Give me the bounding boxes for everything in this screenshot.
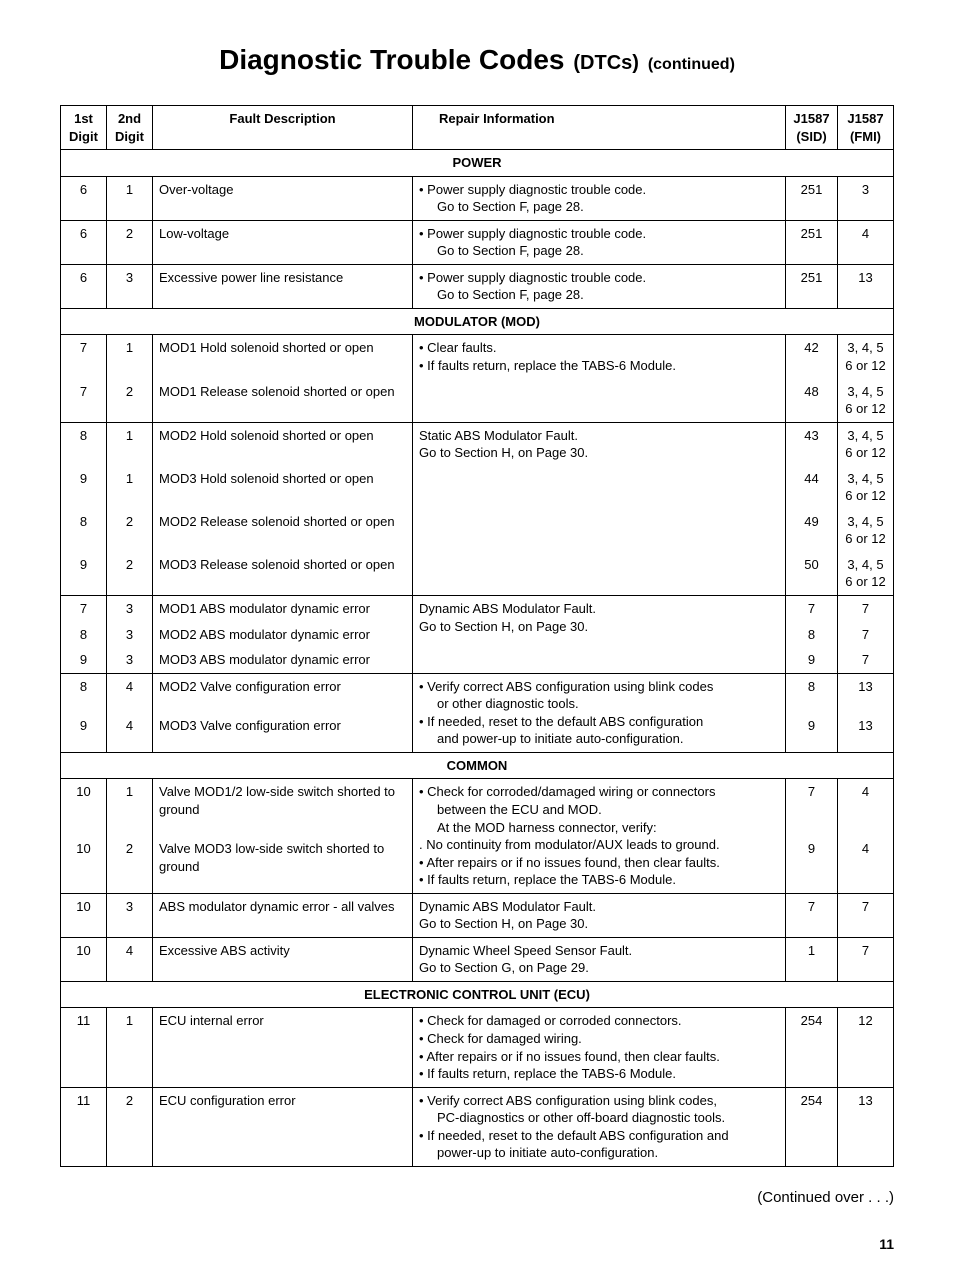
table-row: 8 4 MOD2 Valve configuration error • Ver… bbox=[61, 673, 894, 713]
col-1st-digit: 1st Digit bbox=[61, 106, 107, 150]
table-row: 10 4 Excessive ABS activity Dynamic Whee… bbox=[61, 937, 894, 981]
table-row: 10 3 ABS modulator dynamic error - all v… bbox=[61, 893, 894, 937]
repair-cell: Dynamic ABS Modulator Fault.Go to Sectio… bbox=[413, 893, 786, 937]
col-sid: J1587 (SID) bbox=[786, 106, 838, 150]
repair-cell: • Power supply diagnostic trouble code. … bbox=[413, 264, 786, 308]
col-fmi: J1587 (FMI) bbox=[838, 106, 894, 150]
repair-cell: • Verify correct ABS configuration using… bbox=[413, 1087, 786, 1166]
section-ecu: ELECTRONIC CONTROL UNIT (ECU) bbox=[61, 981, 894, 1008]
repair-cell: • Check for corroded/damaged wiring or c… bbox=[413, 779, 786, 893]
table-row: 10 1 Valve MOD1/2 low-side switch shorte… bbox=[61, 779, 894, 836]
repair-cell: Dynamic Wheel Speed Sensor Fault.Go to S… bbox=[413, 937, 786, 981]
table-row: 6 3 Excessive power line resistance • Po… bbox=[61, 264, 894, 308]
page-number: 11 bbox=[60, 1236, 894, 1252]
section-power: POWER bbox=[61, 150, 894, 177]
section-modulator: MODULATOR (MOD) bbox=[61, 308, 894, 335]
repair-cell: • Check for damaged or corroded connecto… bbox=[413, 1008, 786, 1087]
page-title: Diagnostic Trouble Codes (DTCs) (continu… bbox=[60, 40, 894, 77]
col-repair: Repair Information bbox=[413, 106, 786, 150]
table-header-row: 1st Digit 2nd Digit Fault Description Re… bbox=[61, 106, 894, 150]
table-row: 7 1 MOD1 Hold solenoid shorted or open •… bbox=[61, 335, 894, 379]
title-paren: (DTCs) bbox=[573, 52, 639, 74]
repair-cell: • Clear faults.• If faults return, repla… bbox=[413, 335, 786, 422]
table-row: 11 2 ECU configuration error • Verify co… bbox=[61, 1087, 894, 1166]
title-main: Diagnostic Trouble Codes bbox=[219, 44, 564, 75]
dtc-table: 1st Digit 2nd Digit Fault Description Re… bbox=[60, 105, 894, 1167]
section-common: COMMON bbox=[61, 752, 894, 779]
repair-cell: • Power supply diagnostic trouble code. … bbox=[413, 176, 786, 220]
col-fault: Fault Description bbox=[153, 106, 413, 150]
repair-cell: • Verify correct ABS configuration using… bbox=[413, 673, 786, 752]
table-row: 11 1 ECU internal error • Check for dama… bbox=[61, 1008, 894, 1087]
repair-cell: Static ABS Modulator Fault.Go to Section… bbox=[413, 422, 786, 595]
table-row: 8 1 MOD2 Hold solenoid shorted or open S… bbox=[61, 422, 894, 466]
table-row: 6 1 Over-voltage • Power supply diagnost… bbox=[61, 176, 894, 220]
continued-note: (Continued over . . .) bbox=[60, 1189, 894, 1206]
repair-cell: • Power supply diagnostic trouble code. … bbox=[413, 220, 786, 264]
title-continued: (continued) bbox=[648, 56, 735, 73]
table-row: 6 2 Low-voltage • Power supply diagnosti… bbox=[61, 220, 894, 264]
table-row: 7 3 MOD1 ABS modulator dynamic error Dyn… bbox=[61, 596, 894, 622]
repair-cell: Dynamic ABS Modulator Fault.Go to Sectio… bbox=[413, 596, 786, 674]
col-2nd-digit: 2nd Digit bbox=[107, 106, 153, 150]
